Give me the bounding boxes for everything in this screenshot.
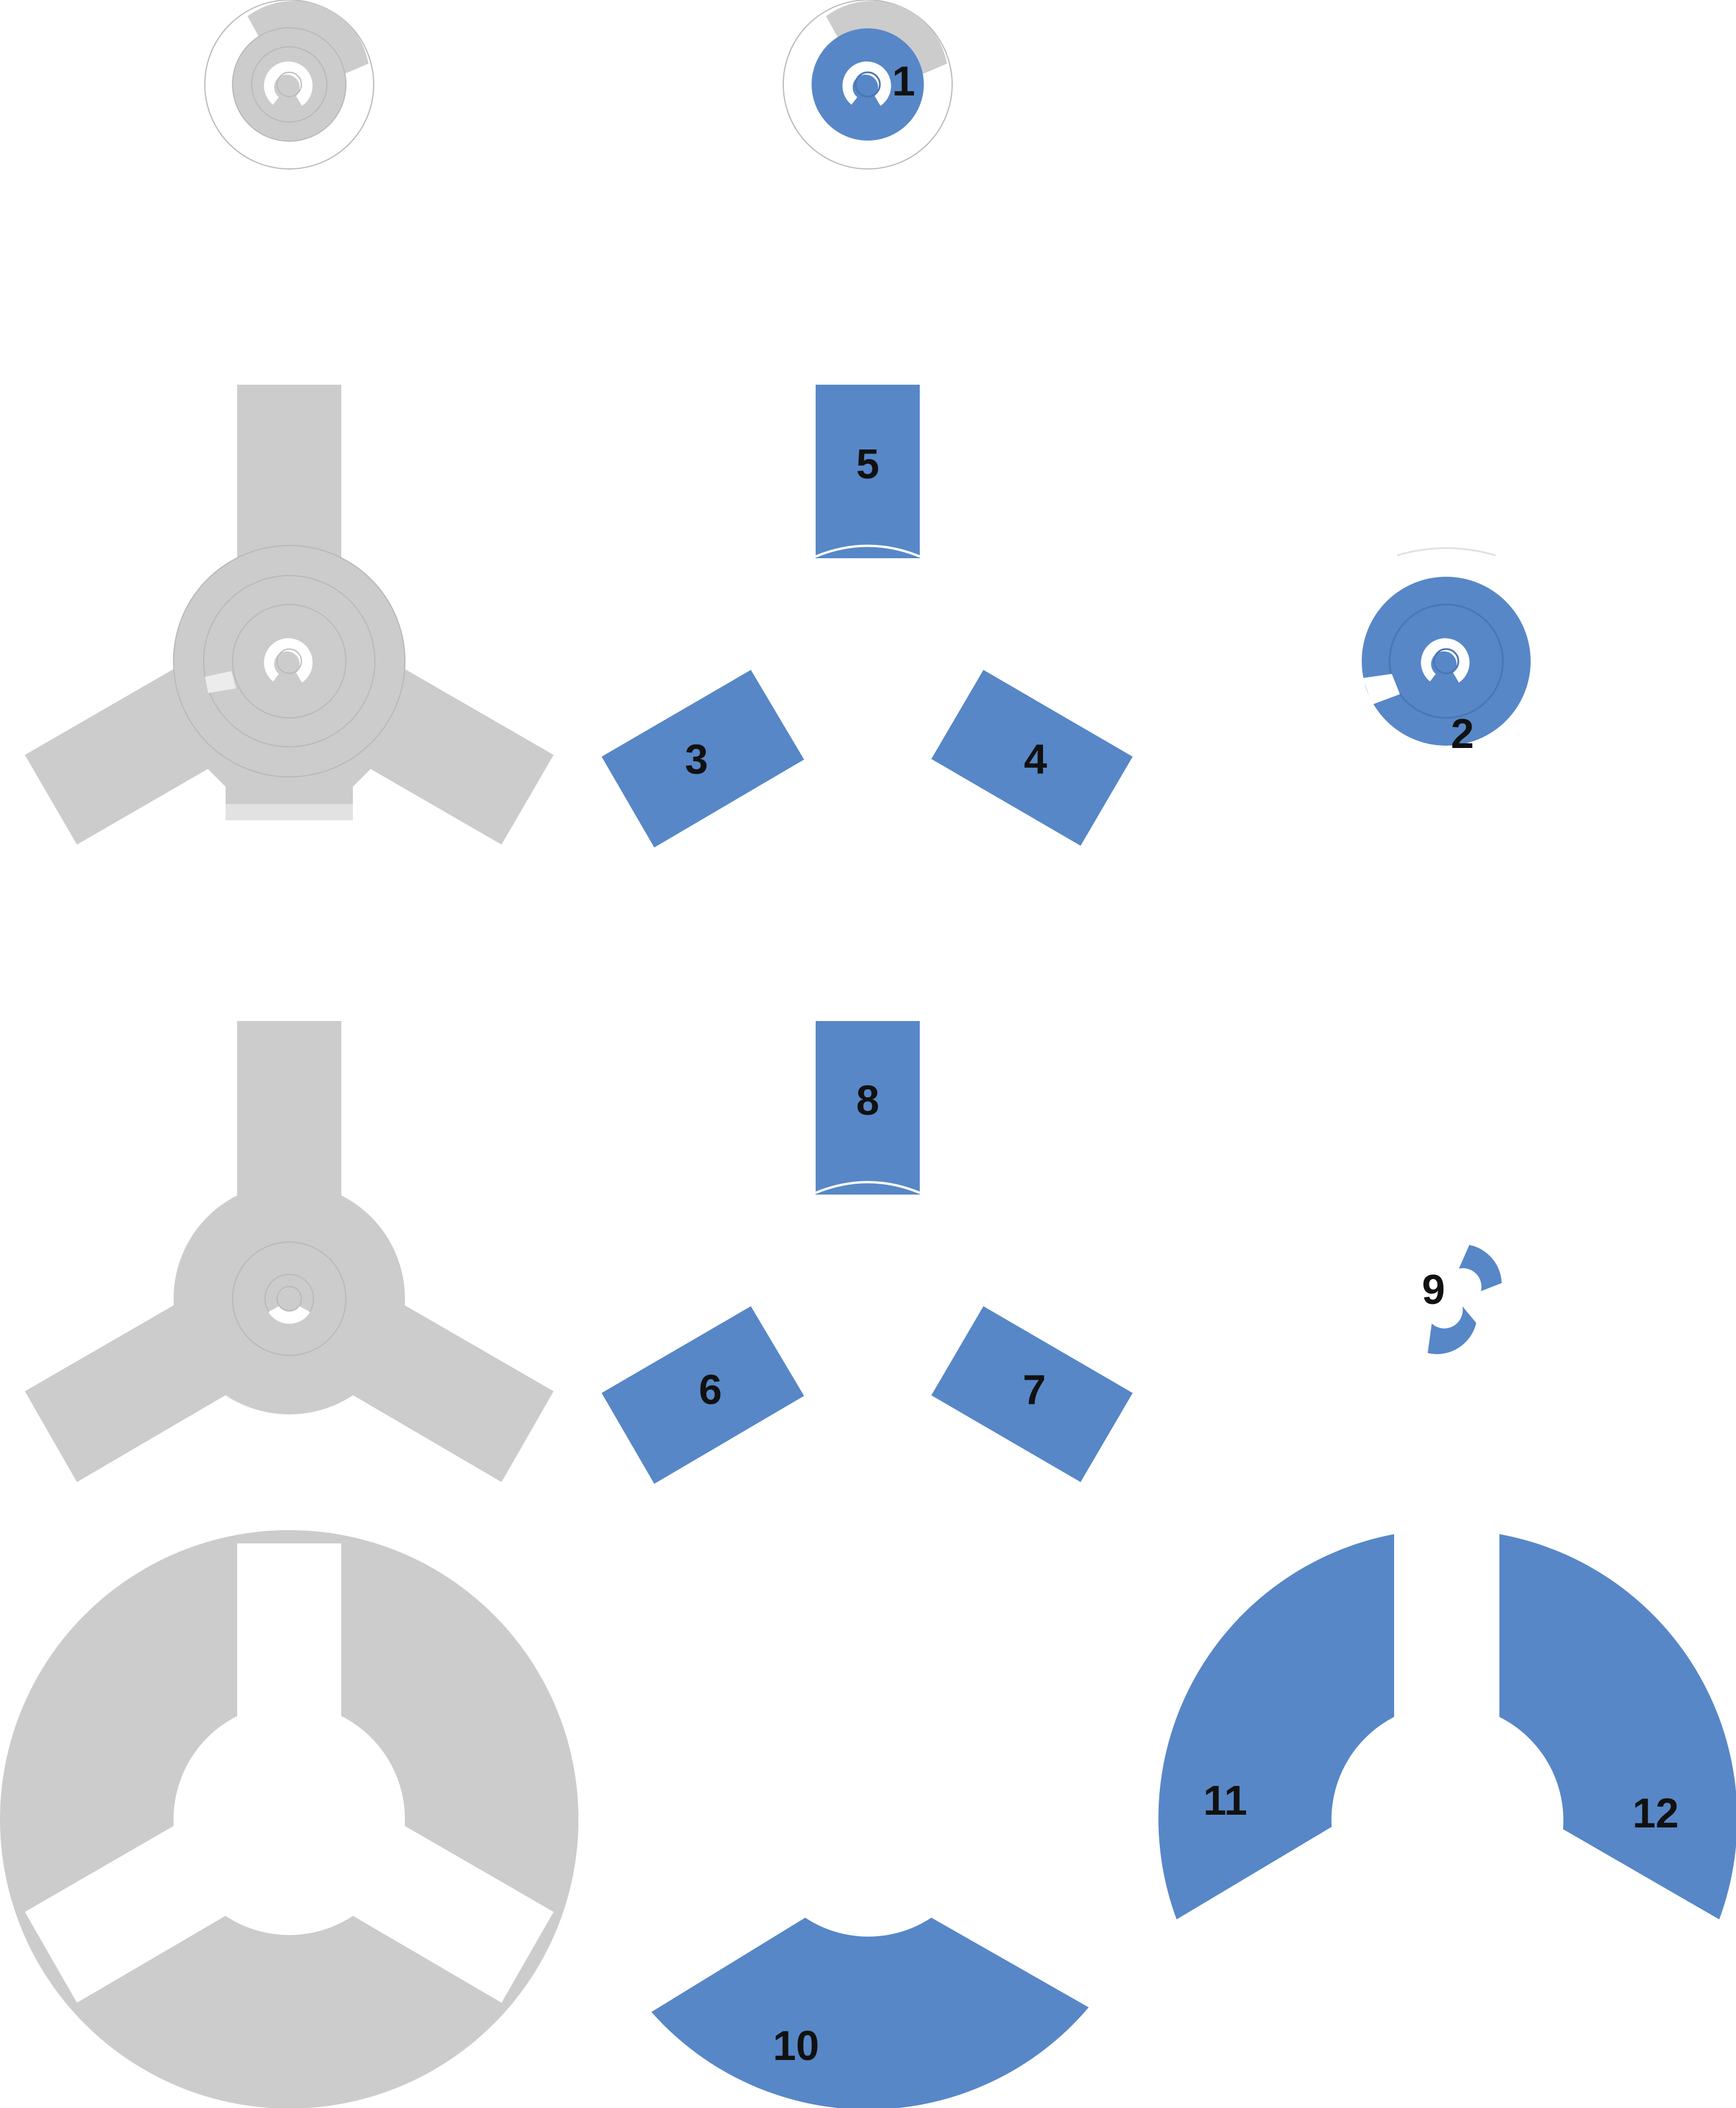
part-11-label: 11 — [1203, 1778, 1247, 1824]
part-6-label: 6 — [699, 1367, 722, 1413]
part-1-hub: 1 — [783, 0, 953, 169]
part-4-label: 4 — [1024, 736, 1047, 783]
part-10-label: 10 — [773, 2023, 819, 2069]
part-10-segment: 10 — [651, 1918, 1089, 2108]
part-4-block: 4 — [931, 670, 1133, 846]
assembled-small-hub — [204, 0, 374, 169]
assembled-spider-with-hub — [25, 385, 554, 845]
assembled-large-disc — [0, 1530, 578, 2108]
part-7-label: 7 — [1023, 1367, 1046, 1413]
part-8-label: 8 — [856, 1078, 879, 1124]
part-5-label: 5 — [856, 441, 879, 488]
part-2-label: 2 — [1451, 711, 1474, 757]
part-11-segment: 11 — [1158, 1534, 1394, 1919]
part-7-block: 7 — [931, 1306, 1133, 1482]
part-12-segment: 12 — [1499, 1534, 1736, 1919]
part-1-label: 1 — [892, 58, 915, 105]
assembled-spider — [25, 1021, 554, 1482]
part-5-block: 5 — [815, 385, 920, 558]
part-12-label: 12 — [1632, 1790, 1679, 1837]
part-8-block: 8 — [815, 1021, 920, 1195]
part-6-block: 6 — [602, 1306, 804, 1484]
part-9-fragments: 9 — [1422, 1245, 1502, 1354]
part-3-block: 3 — [602, 670, 804, 847]
part-9-label: 9 — [1422, 1267, 1445, 1313]
part-2-hub: 2 — [1362, 547, 1531, 757]
part-3-label: 3 — [685, 736, 708, 783]
